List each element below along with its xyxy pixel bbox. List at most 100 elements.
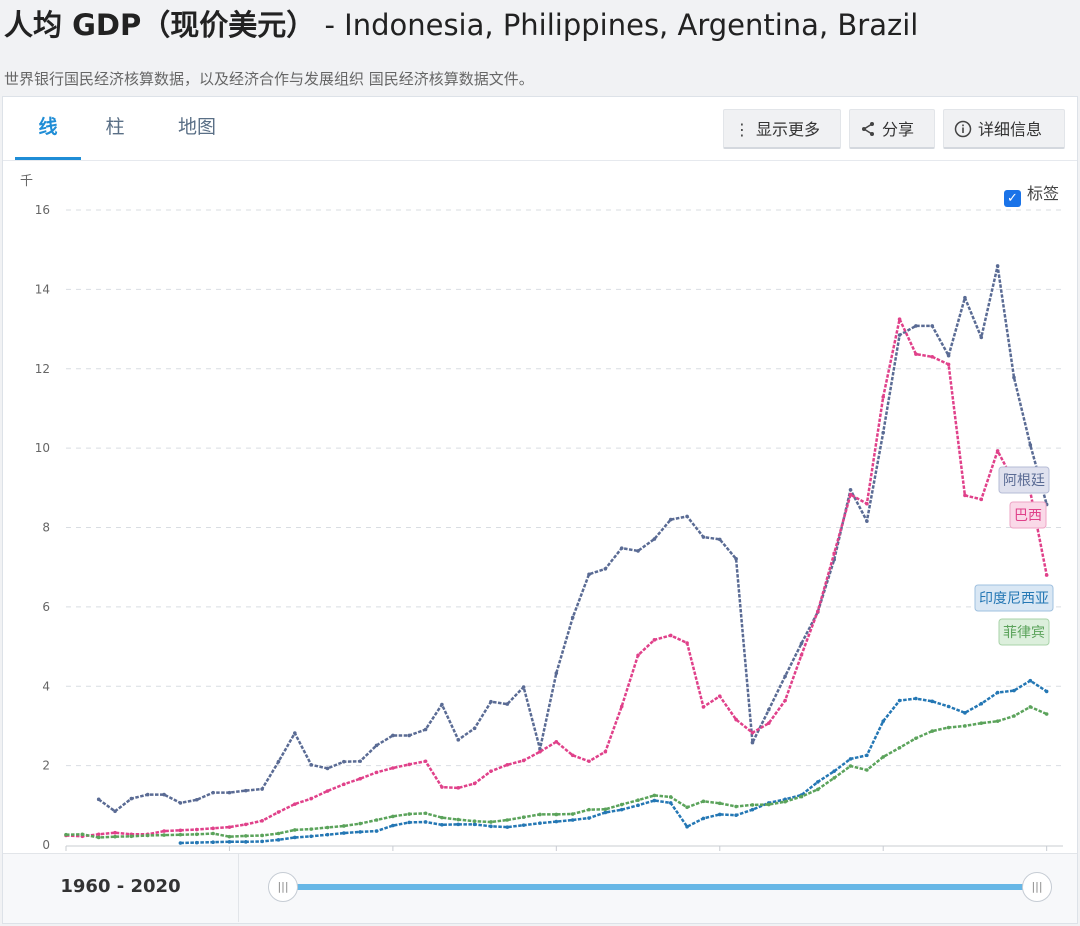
data-point — [374, 829, 379, 833]
data-point — [636, 798, 640, 802]
data-point — [734, 557, 738, 561]
data-point — [881, 755, 886, 759]
data-point — [211, 840, 215, 845]
data-point — [538, 812, 542, 817]
data-point — [1012, 714, 1016, 718]
checkbox-icon[interactable]: ✓ — [1003, 190, 1021, 207]
data-point — [717, 812, 722, 817]
data-point — [194, 840, 199, 845]
data-point — [276, 838, 281, 842]
data-point — [456, 817, 461, 822]
data-point — [309, 834, 313, 839]
data-point — [848, 757, 853, 761]
data-point — [570, 753, 575, 758]
data-point — [489, 820, 493, 824]
data-point — [930, 324, 935, 328]
range-slider-start-handle[interactable]: ||| — [268, 872, 298, 902]
range-slider-track[interactable] — [283, 884, 1037, 890]
data-point — [554, 740, 559, 744]
data-point — [293, 802, 297, 806]
data-point — [391, 766, 395, 770]
data-point — [570, 818, 575, 822]
data-point — [489, 699, 493, 704]
data-point — [750, 740, 755, 745]
data-point — [570, 615, 575, 620]
y-tick-label: 4 — [42, 679, 50, 693]
data-point — [358, 759, 362, 764]
data-point — [881, 395, 886, 399]
tab-line[interactable]: 线 — [15, 97, 81, 160]
data-point — [603, 749, 608, 754]
data-point — [456, 822, 461, 827]
share-button[interactable]: 分享 — [849, 109, 935, 149]
data-point — [979, 335, 984, 340]
data-point — [816, 787, 820, 792]
data-point — [554, 671, 559, 675]
data-point — [113, 830, 117, 835]
data-point — [145, 833, 150, 838]
data-point — [914, 736, 918, 741]
labels-toggle[interactable]: ✓ 标签 — [1003, 180, 1059, 207]
data-point — [293, 828, 297, 832]
data-point — [423, 727, 428, 732]
line-chart: 千024681012141619601970198019902000201020… — [20, 174, 1063, 873]
data-point — [914, 696, 918, 701]
data-point — [995, 690, 1000, 695]
data-point — [96, 797, 101, 802]
data-point — [652, 798, 657, 803]
data-point — [1012, 688, 1016, 693]
data-point — [162, 792, 166, 797]
data-point — [979, 497, 984, 502]
data-point — [260, 839, 264, 844]
data-point — [619, 704, 624, 709]
data-point — [358, 821, 362, 826]
series-label-box — [998, 618, 1050, 646]
data-point — [799, 641, 804, 646]
data-point — [407, 820, 412, 825]
data-point — [963, 295, 967, 300]
range-slider-end-handle[interactable]: ||| — [1022, 872, 1052, 902]
chart-tabbar: 线 柱 地图 ⋮ 显示更多 分享 详细信息 — [3, 97, 1077, 161]
data-point — [930, 699, 935, 704]
data-point — [342, 759, 346, 764]
data-point — [1028, 678, 1033, 683]
series-line — [180, 679, 1048, 845]
series-label: 印度尼西亚 — [979, 591, 1049, 607]
data-point — [619, 807, 624, 812]
data-point — [243, 840, 248, 844]
tab-bar[interactable]: 柱 — [105, 116, 125, 138]
data-point — [505, 763, 510, 767]
show-more-button[interactable]: ⋮ 显示更多 — [723, 109, 841, 149]
series-label: 巴西 — [1014, 508, 1042, 524]
data-point — [145, 792, 150, 797]
details-button[interactable]: 详细信息 — [943, 109, 1065, 149]
data-point — [1028, 443, 1033, 447]
tab-map[interactable]: 地图 — [177, 116, 216, 138]
data-point — [930, 355, 935, 359]
data-point — [489, 769, 493, 773]
data-point — [832, 551, 836, 556]
data-point — [472, 819, 477, 823]
data-point — [325, 825, 330, 830]
data-point — [325, 789, 330, 793]
data-point — [1044, 689, 1049, 694]
data-point — [538, 749, 542, 754]
y-tick-label: 0 — [42, 838, 50, 852]
data-point — [505, 702, 510, 706]
series-label: 菲律宾 — [1003, 625, 1045, 641]
data-point — [668, 633, 673, 638]
range-label: 1960 - 2020 — [3, 854, 239, 922]
data-point — [897, 698, 902, 703]
data-point — [129, 796, 134, 801]
y-tick-label: 12 — [35, 362, 50, 376]
data-point — [799, 794, 804, 799]
data-point — [685, 514, 689, 519]
data-point — [423, 820, 428, 824]
data-point — [374, 818, 379, 822]
data-point — [734, 804, 738, 809]
data-point — [717, 694, 722, 698]
data-point — [767, 721, 771, 725]
data-point — [897, 333, 902, 337]
data-point — [636, 653, 640, 658]
data-point — [652, 537, 657, 541]
